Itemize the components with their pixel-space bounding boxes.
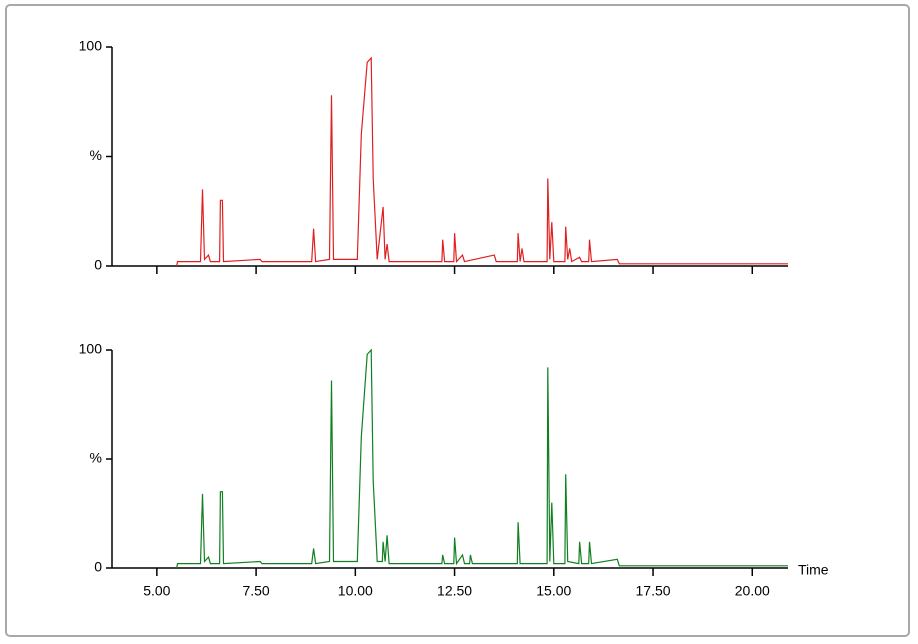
trace	[176, 348, 788, 569]
y-tick-label: %	[90, 450, 102, 466]
y-tick-label: %	[90, 147, 102, 163]
x-tick-label: 7.50	[242, 583, 269, 599]
frame	[5, 4, 910, 637]
x-tick-label: 17.50	[636, 583, 671, 599]
x-tick-label: 10.00	[338, 583, 373, 599]
x-tick-label: 12.50	[437, 583, 472, 599]
y-tick-label: 100	[79, 38, 103, 54]
y-tick-label: 0	[94, 559, 102, 575]
x-tick-label: 5.00	[143, 583, 170, 599]
y-tick-label: 0	[94, 257, 102, 273]
trace	[176, 56, 788, 267]
x-tick-label: 15.00	[536, 583, 571, 599]
x-tick-label: 20.00	[735, 583, 770, 599]
y-tick-label: 100	[79, 341, 103, 357]
x-axis-label: Time	[798, 562, 829, 578]
